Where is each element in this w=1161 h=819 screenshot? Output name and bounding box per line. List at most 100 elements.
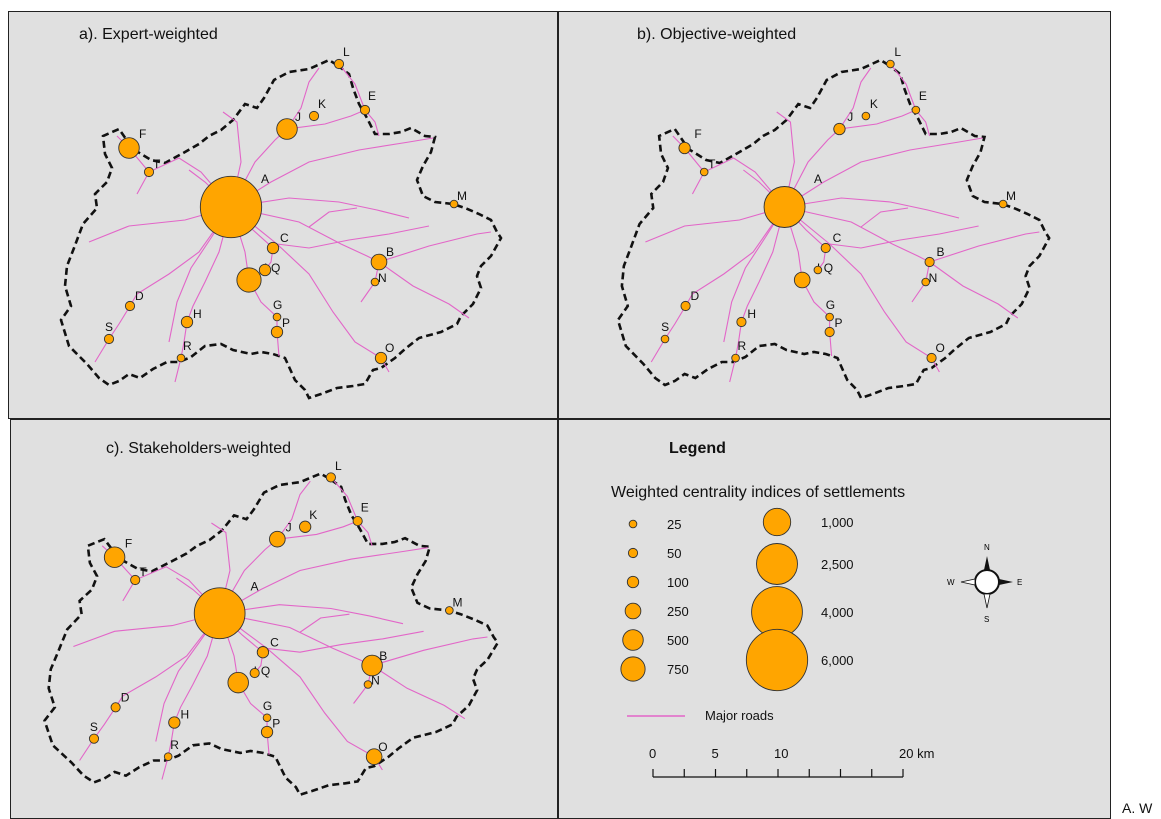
settlement-label-A: A (251, 579, 259, 593)
settlement-label-Q: Q (261, 664, 270, 678)
major-road (839, 109, 931, 137)
settlement-label-J: J (295, 110, 301, 124)
map-panel-expert: a). Expert-weighted ABCDEFGHIJKLMNOPQRST (8, 11, 558, 419)
settlement-label-G: G (263, 699, 272, 713)
major-road (286, 109, 380, 137)
settlement-label-E: E (919, 89, 927, 103)
settlement-O (374, 351, 388, 365)
settlement-M (998, 199, 1008, 209)
settlement-label-G: G (273, 298, 282, 312)
settlement-label-D: D (135, 289, 144, 303)
settlements: ABCDEFGHIJKLMNOPQRST (88, 459, 462, 766)
legend-size-label: 1,000 (821, 515, 854, 530)
settlement-label-O: O (935, 341, 944, 355)
compass-w: W (947, 578, 955, 587)
settlement-label-H: H (747, 307, 756, 321)
settlement-label-J: J (286, 521, 292, 535)
settlement-label-K: K (870, 97, 878, 111)
major-road (829, 225, 979, 249)
settlement-T (699, 167, 709, 177)
settlement-R (731, 353, 740, 363)
major-road (371, 636, 488, 667)
major-road (860, 207, 909, 228)
settlement-I (236, 267, 262, 293)
legend-size-symbols: 25 50 100 250 500 750 1,000 2,500 4,000 6,000 (620, 507, 854, 692)
settlement-Q (258, 263, 272, 277)
panel-title: b). Objective-weighted (637, 26, 797, 43)
settlement-A (199, 175, 263, 239)
legend-title: Legend (669, 440, 726, 457)
settlement-N (921, 277, 930, 287)
major-road (371, 665, 466, 720)
legend-symbol-750 (620, 656, 646, 682)
settlement-M (445, 606, 454, 615)
legend-size-label: 750 (667, 662, 689, 677)
legend-road: Major roads (627, 708, 774, 723)
settlement-K (308, 110, 320, 122)
settlement-label-S: S (105, 320, 113, 334)
compass-n: N (984, 543, 990, 552)
settlement-B (924, 256, 935, 268)
settlement-label-F: F (125, 537, 132, 551)
panel-title: a). Expert-weighted (79, 26, 218, 43)
settlement-label-N: N (929, 271, 938, 285)
settlement-L (325, 472, 336, 483)
settlement-D (680, 300, 691, 312)
legend-size-label: 2,500 (821, 557, 854, 572)
major-road (378, 231, 492, 263)
settlement-label-P: P (282, 316, 290, 330)
settlement-label-G: G (826, 298, 835, 312)
legend-size-label: 4,000 (821, 605, 854, 620)
major-road (79, 612, 221, 761)
compass-e: E (1017, 578, 1022, 587)
settlement-label-Q: Q (824, 261, 833, 275)
major-road (889, 63, 917, 111)
legend-symbol-250 (624, 602, 642, 620)
settlement-label-L: L (343, 45, 350, 59)
legend-symbol-2,500 (756, 543, 798, 585)
scale-label: 0 (649, 746, 656, 761)
settlement-label-H: H (193, 307, 202, 321)
major-road (122, 566, 221, 614)
settlement-H (168, 716, 181, 729)
settlement-label-S: S (90, 720, 98, 734)
study-area-boundary (43, 472, 500, 797)
settlement-J (276, 118, 298, 140)
map-svg-objective: ABCDEFGHIJKLMNOPQRST (616, 45, 1051, 400)
legend-road-label: Major roads (705, 708, 774, 723)
settlement-P (824, 326, 835, 338)
major-road (776, 111, 795, 208)
settlement-P (260, 725, 274, 739)
road-network (645, 63, 1040, 383)
settlement-R (163, 752, 173, 762)
settlement-O (365, 748, 383, 766)
settlement-C (266, 241, 280, 255)
settlement-T (130, 574, 141, 586)
settlement-label-C: C (833, 231, 842, 245)
settlement-label-C: C (270, 636, 279, 650)
settlement-label-E: E (368, 89, 376, 103)
major-road (378, 261, 470, 319)
compass-s: S (984, 615, 989, 624)
settlement-E (911, 105, 921, 115)
settlement-label-A: A (814, 172, 822, 186)
major-road (266, 630, 424, 653)
settlement-label-A: A (261, 172, 269, 186)
settlement-N (370, 277, 380, 287)
major-road (645, 206, 785, 243)
scale-label: 5 (712, 746, 719, 761)
legend-symbol-6,000 (745, 628, 809, 692)
study-area-boundary (59, 58, 503, 400)
legend-size-label: 100 (667, 575, 689, 590)
settlement-label-E: E (361, 501, 369, 515)
settlement-label-R: R (738, 339, 747, 353)
major-road (230, 137, 434, 208)
map-svg-expert: ABCDEFGHIJKLMNOPQRST (59, 45, 503, 400)
settlement-J (269, 530, 286, 548)
settlement-H (736, 316, 747, 328)
legend-size-label: 25 (667, 517, 681, 532)
legend-panel: Legend Weighted centrality indices of se… (558, 419, 1111, 819)
settlement-O (926, 352, 937, 364)
major-road (784, 197, 960, 219)
cropped-caption-text: A. W (1122, 800, 1153, 816)
